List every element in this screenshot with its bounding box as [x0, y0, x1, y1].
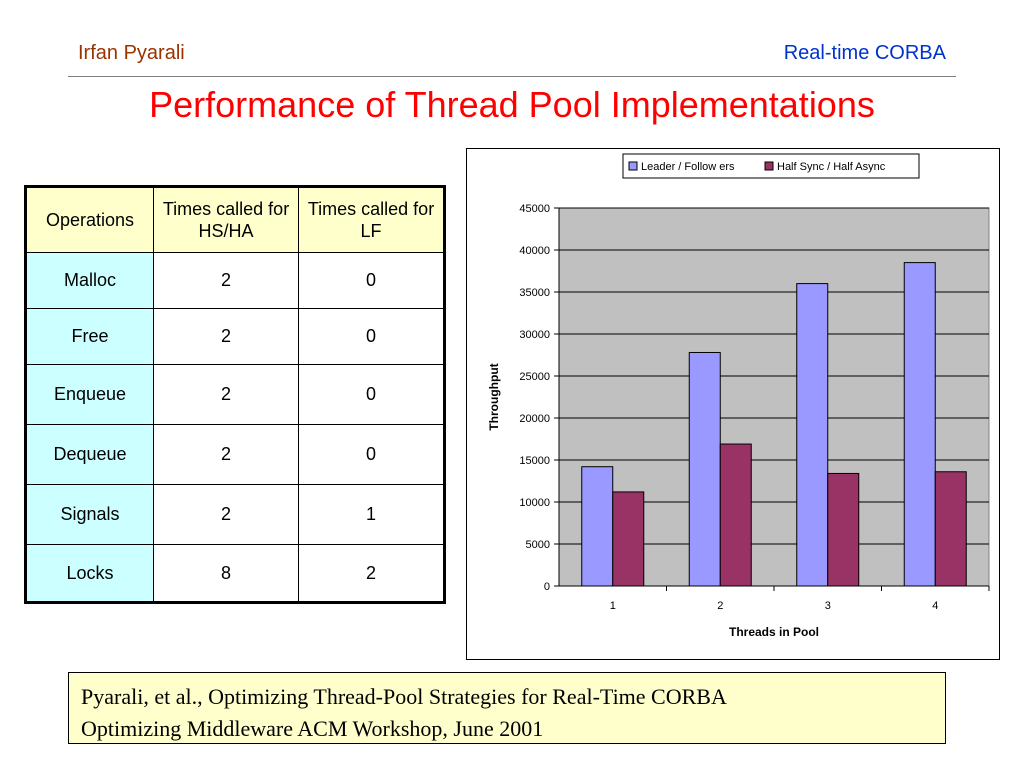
lf-count-cell: 2	[298, 544, 445, 603]
operation-cell: Free	[25, 308, 154, 365]
column-header: Operations	[25, 186, 154, 253]
slide-title: Performance of Thread Pool Implementatio…	[149, 84, 875, 125]
y-tick-label: 15000	[519, 455, 550, 467]
hsha-count-cell: 2	[153, 364, 299, 425]
x-tick-label: 3	[825, 600, 831, 612]
reference-line-2: Optimizing Middleware ACM Workshop, June…	[81, 716, 544, 741]
bar	[827, 472, 860, 587]
hsha-count-cell: 8	[153, 544, 299, 603]
bar	[934, 471, 967, 587]
y-tick-label: 45000	[519, 203, 550, 215]
operation-cell: Dequeue	[25, 424, 154, 485]
lf-count-cell: 0	[298, 364, 445, 425]
legend-swatch	[764, 161, 774, 171]
lf-count-cell: 0	[298, 424, 445, 485]
lf-count-cell: 1	[298, 484, 445, 545]
y-tick-label: 40000	[519, 245, 550, 257]
table-row: Dequeue 2 0	[25, 424, 445, 485]
operation-cell: Locks	[25, 544, 154, 603]
y-tick-label: 30000	[519, 329, 550, 341]
x-tick-label: 1	[610, 600, 616, 612]
legend-swatch	[628, 161, 638, 171]
y-tick-label: 5000	[526, 539, 550, 551]
throughput-chart: 0 5000 10000 15000 20000 25000 30000 35000 40000…	[487, 153, 990, 639]
legend-label: Leader / Follow ers	[641, 161, 735, 173]
bar	[612, 491, 645, 587]
throughput-chart-frame: 0 5000 10000 15000 20000 25000 30000 35000 40000…	[466, 148, 1000, 660]
operations-table: Operations Times called for HS/HA Times …	[24, 185, 446, 604]
y-axis-title: Throughput	[487, 363, 501, 430]
y-tick-label: 35000	[519, 287, 550, 299]
lf-count-cell: 0	[298, 308, 445, 365]
header-divider	[68, 76, 956, 77]
table-row: Signals 2 1	[25, 484, 445, 545]
operation-cell: Malloc	[25, 252, 154, 309]
bar	[719, 443, 752, 587]
legend-label: Half Sync / Half Async	[777, 161, 886, 173]
table-row: Malloc 2 0	[25, 252, 445, 309]
lf-count-cell: 0	[298, 252, 445, 309]
reference-box: Pyarali, et al., Optimizing Thread-Pool …	[68, 672, 946, 744]
y-tick-label: 10000	[519, 497, 550, 509]
operation-cell: Enqueue	[25, 364, 154, 425]
hsha-count-cell: 2	[153, 252, 299, 309]
table-row: Locks 8 2	[25, 544, 445, 603]
table-row: Free 2 0	[25, 308, 445, 365]
author-name: Irfan Pyarali	[78, 42, 185, 64]
hsha-count-cell: 2	[153, 484, 299, 545]
bar	[903, 262, 936, 587]
column-header: Times called for HS/HA	[153, 186, 299, 253]
bar	[796, 283, 829, 587]
table-row: Enqueue 2 0	[25, 364, 445, 425]
operation-cell: Signals	[25, 484, 154, 545]
y-tick-label: 25000	[519, 371, 550, 383]
x-tick-label: 4	[932, 600, 938, 612]
bar	[688, 351, 721, 587]
topic-label: Real-time CORBA	[783, 42, 946, 64]
hsha-count-cell: 2	[153, 308, 299, 365]
reference-line-1: Pyarali, et al., Optimizing Thread-Pool …	[81, 684, 727, 709]
y-tick-label: 20000	[519, 413, 550, 425]
table-header-row: Operations Times called for HS/HA Times …	[25, 186, 445, 253]
x-tick-label: 2	[717, 600, 723, 612]
hsha-count-cell: 2	[153, 424, 299, 485]
column-header: Times called for LF	[298, 186, 445, 253]
x-axis-title: Threads in Pool	[729, 625, 819, 639]
y-tick-label: 0	[544, 581, 550, 593]
bar	[581, 466, 614, 587]
